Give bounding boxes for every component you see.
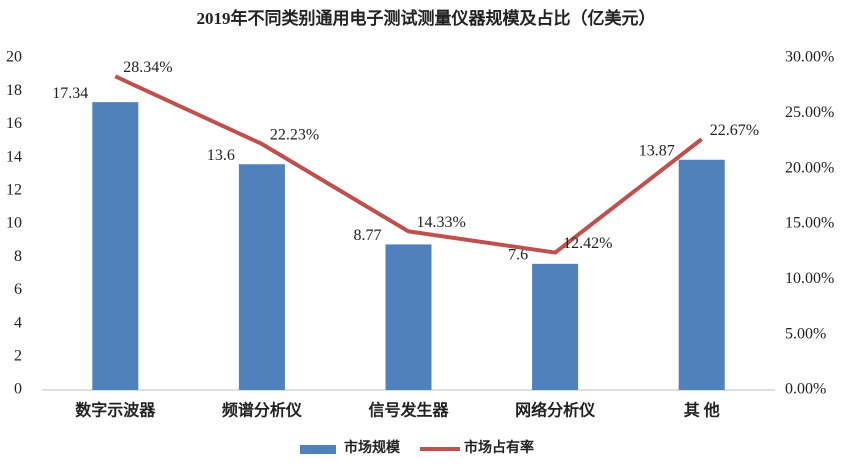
bar	[678, 159, 725, 390]
y-tick-label: 6	[14, 281, 22, 298]
y2-tick-label: 0.00%	[785, 381, 826, 398]
value-label: 13.6	[207, 147, 235, 164]
x-tick-label: 网络分析仪	[515, 401, 596, 420]
chart-title: 2019年不同类别通用电子测试测量仪器规模及占比（亿美元）	[197, 8, 656, 28]
bar	[92, 102, 139, 390]
legend-label: 市场占有率	[464, 439, 534, 456]
y-tick-label: 12	[6, 181, 22, 198]
legend-swatch	[300, 445, 336, 454]
legend-label: 市场规模	[344, 439, 401, 456]
bar	[532, 263, 579, 390]
y-tick-label: 0	[14, 381, 22, 398]
y2-tick-label: 30.00%	[785, 49, 834, 66]
value-label: 8.77	[354, 227, 382, 244]
y-tick-label: 18	[6, 82, 22, 99]
y2-tick-label: 20.00%	[785, 159, 834, 176]
bar	[238, 164, 285, 390]
bar	[385, 244, 432, 390]
y-tick-label: 8	[14, 248, 22, 265]
x-tick-label: 其 他	[684, 401, 720, 420]
y-tick-label: 20	[6, 49, 22, 66]
y-tick-label: 4	[14, 314, 22, 331]
y2-tick-label: 25.00%	[785, 104, 834, 121]
value-label: 22.23%	[270, 127, 319, 144]
value-label: 22.67%	[710, 122, 759, 139]
value-label: 7.6	[508, 247, 528, 264]
value-label: 14.33%	[417, 214, 466, 231]
x-tick-label: 信号发生器	[368, 401, 449, 420]
y2-tick-label: 5.00%	[785, 325, 826, 342]
y-tick-label: 16	[6, 115, 22, 132]
y2-tick-label: 15.00%	[785, 215, 834, 232]
x-tick-label: 数字示波器	[75, 401, 156, 420]
value-label: 13.87	[639, 142, 675, 159]
y-tick-label: 14	[6, 148, 22, 165]
value-label: 17.34	[52, 85, 88, 102]
y-tick-label: 10	[6, 215, 22, 232]
value-label: 12.42%	[563, 235, 612, 252]
y-tick-label: 2	[14, 347, 22, 364]
line	[114, 74, 703, 255]
x-tick-label: 频谱分析仪	[222, 401, 303, 420]
y2-tick-label: 10.00%	[785, 270, 834, 287]
value-label: 28.34%	[123, 59, 172, 76]
